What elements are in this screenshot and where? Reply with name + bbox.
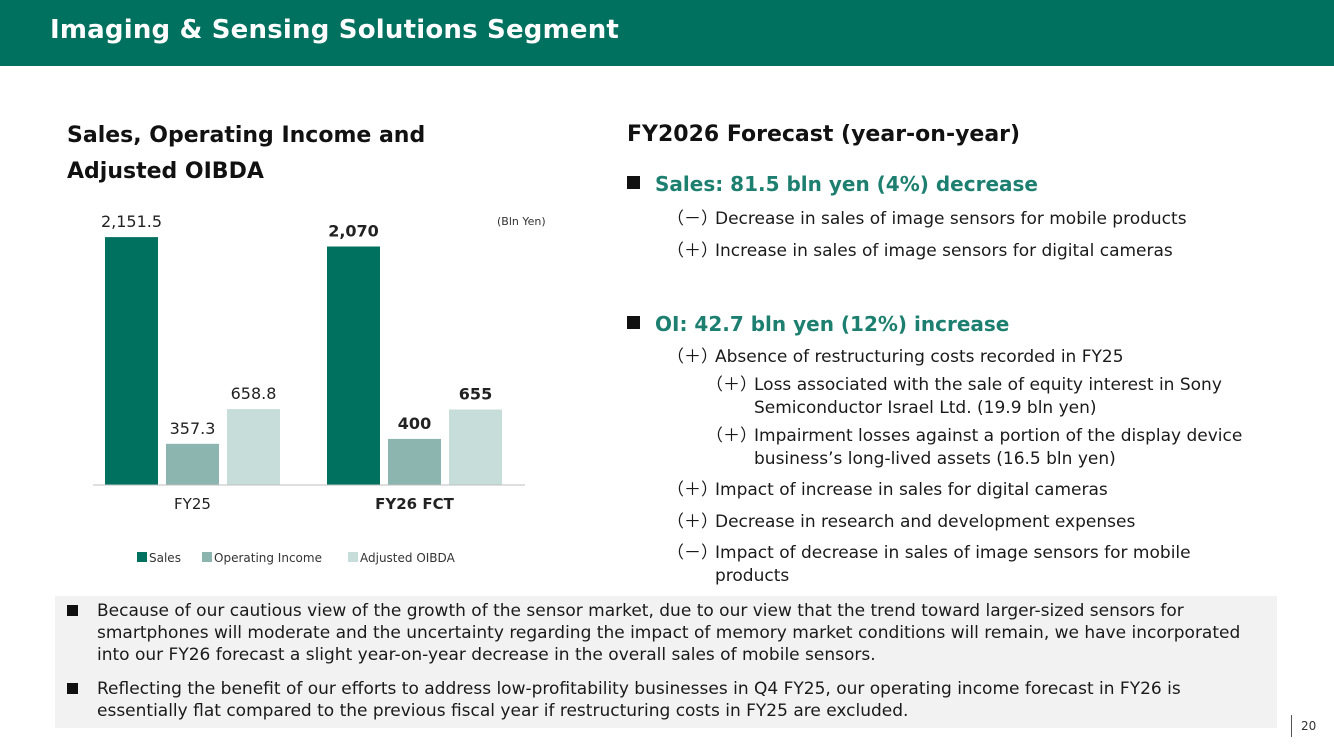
data-label: 357.3 xyxy=(170,419,216,438)
note-item: Because of our cautious view of the grow… xyxy=(67,600,1267,666)
item-marker: （＋） xyxy=(706,426,757,446)
data-label: 2,070 xyxy=(328,222,379,241)
data-label: 658.8 xyxy=(231,384,277,403)
data-label: 655 xyxy=(459,385,492,404)
x-tick-label: FY25 xyxy=(174,495,211,513)
legend-swatch xyxy=(348,552,358,562)
page-number: 20 xyxy=(1301,719,1317,733)
sales-item: （＋） Increase in sales of image sensors f… xyxy=(667,240,1287,263)
sales-heading: Sales: 81.5 bln yen (4%) decrease xyxy=(627,172,1038,196)
note-text: Because of our cautious view of the grow… xyxy=(97,601,1241,665)
oi-sub-item: （＋） Loss associated with the sale of equ… xyxy=(706,374,1246,420)
item-marker: （＋） xyxy=(667,241,718,261)
unit-label: (Bln Yen) xyxy=(497,215,546,228)
chart-title: Sales, Operating Income and Adjusted OIB… xyxy=(67,123,426,184)
oi-item: （＋） Decrease in research and development… xyxy=(667,511,1287,534)
data-label: 2,151.5 xyxy=(101,212,162,231)
square-bullet-icon xyxy=(627,316,640,329)
legend-label: Adjusted OIBDA xyxy=(360,551,456,565)
item-text: Absence of restructuring costs recorded … xyxy=(715,347,1124,367)
legend-label: Operating Income xyxy=(214,551,322,565)
item-marker: （＋） xyxy=(667,347,718,367)
bar xyxy=(105,237,158,485)
bar xyxy=(166,443,219,485)
oi-heading: OI: 42.7 bln yen (12%) increase xyxy=(627,312,1009,336)
oi-item: （－） Impact of decrease in sales of image… xyxy=(667,542,1267,588)
item-marker: （－） xyxy=(667,209,718,229)
item-marker: （－） xyxy=(667,543,718,563)
bar-chart: (Bln Yen) 2,151.5 357.3 658.8 FY25 2,070 400 65… xyxy=(93,212,546,565)
legend-swatch xyxy=(202,552,212,562)
oi-item: （＋） Absence of restructuring costs recor… xyxy=(667,346,1287,369)
legend-label: Sales xyxy=(149,551,181,565)
bar xyxy=(388,438,441,485)
notes-box: Because of our cautious view of the grow… xyxy=(55,596,1277,728)
data-label: 400 xyxy=(398,414,431,433)
square-bullet-icon xyxy=(67,605,78,616)
item-text: Loss associated with the sale of equity … xyxy=(754,375,1222,418)
oi-item: （＋） Impact of increase in sales for digi… xyxy=(667,479,1287,502)
header-bar: Imaging & Sensing Solutions Segment xyxy=(0,0,1334,66)
item-text: Decrease in research and development exp… xyxy=(715,512,1136,532)
item-marker: （＋） xyxy=(667,480,718,500)
bar xyxy=(449,409,502,485)
bar xyxy=(227,409,280,485)
bar xyxy=(327,246,380,485)
note-text: Reflecting the benefit of our efforts to… xyxy=(97,679,1181,721)
page-title: Imaging & Sensing Solutions Segment xyxy=(50,15,620,45)
page-divider xyxy=(1291,715,1292,737)
oi-heading-text: OI: 42.7 bln yen (12%) increase xyxy=(655,312,1010,336)
item-text: Impact of decrease in sales of image sen… xyxy=(715,543,1191,586)
legend-swatch xyxy=(137,552,147,562)
sales-item: （－） Decrease in sales of image sensors f… xyxy=(667,208,1287,231)
forecast-title: FY2026 Forecast (year-on-year) xyxy=(627,122,1021,147)
item-marker: （＋） xyxy=(706,375,757,395)
oi-sub-item: （＋） Impairment losses against a portion … xyxy=(706,425,1246,471)
item-text: Impact of increase in sales for digital … xyxy=(715,480,1108,500)
item-text: Decrease in sales of image sensors for m… xyxy=(715,209,1187,229)
square-bullet-icon xyxy=(67,683,78,694)
x-tick-label: FY26 FCT xyxy=(375,495,454,513)
note-item: Reflecting the benefit of our efforts to… xyxy=(67,678,1267,722)
item-text: Increase in sales of image sensors for d… xyxy=(715,241,1173,261)
item-text: Impairment losses against a portion of t… xyxy=(754,426,1243,469)
square-bullet-icon xyxy=(627,176,640,189)
sales-heading-text: Sales: 81.5 bln yen (4%) decrease xyxy=(655,172,1038,196)
item-marker: （＋） xyxy=(667,512,718,532)
